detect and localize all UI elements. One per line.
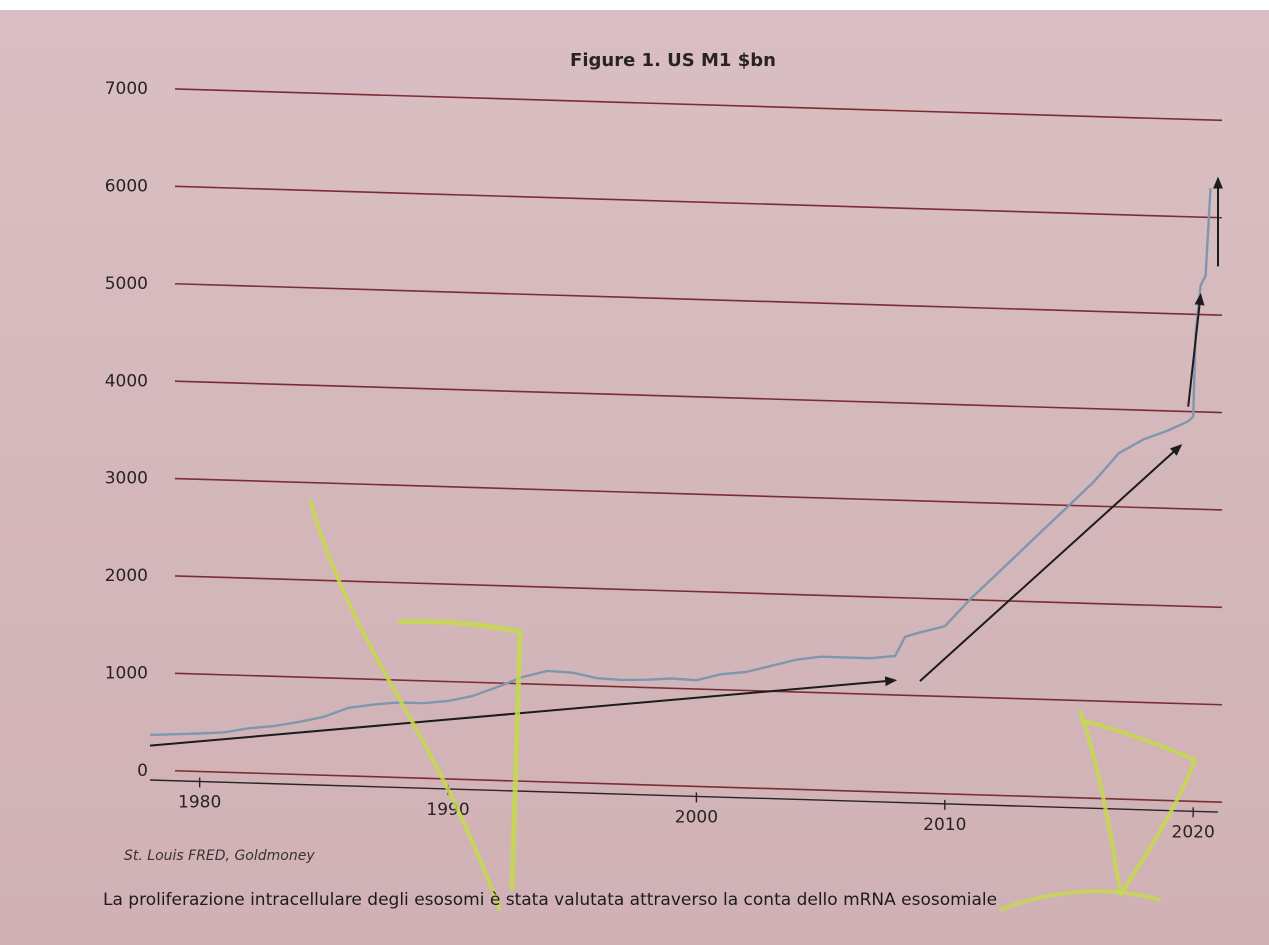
y-tick-label: 6000 (105, 177, 148, 197)
y-tick-label: 3000 (105, 469, 148, 489)
grid-line (174, 282, 1223, 316)
grid-line (174, 477, 1223, 511)
y-tick-label: 2000 (105, 566, 148, 586)
grid-line (174, 575, 1223, 609)
chart-source: St. Louis FRED, Goldmoney (124, 848, 315, 864)
x-axis-ticks: 1980 1990 2000 2010 2020 (178, 777, 1215, 842)
grid-line (174, 88, 1223, 122)
x-axis-line (149, 779, 1219, 813)
series-line (149, 188, 1212, 737)
y-axis-ticks: 0 1000 2000 3000 4000 5000 6000 7000 (105, 79, 148, 781)
y-tick-label: 7000 (105, 79, 148, 99)
page-caption: La proliferazione intracellulare degli e… (103, 890, 998, 910)
series (149, 188, 1212, 737)
y-tick-label: 1000 (105, 664, 148, 684)
trend-arrow (1187, 293, 1205, 407)
x-tick-label: 2000 (675, 807, 718, 827)
y-tick-label: 4000 (105, 371, 148, 391)
grid-lines (174, 88, 1223, 803)
grid-line (174, 380, 1223, 414)
x-tick-label: 2010 (923, 815, 966, 835)
x-tick-label: 1980 (178, 792, 221, 812)
highlighter-marks (308, 499, 1198, 912)
chart-title: Figure 1. US M1 $bn (570, 50, 776, 71)
trend-arrow (149, 676, 898, 747)
y-tick-label: 5000 (105, 274, 148, 294)
highlighter-stroke (397, 619, 523, 891)
book-page: 0 1000 2000 3000 4000 5000 6000 7000 1980 1990 20… (0, 10, 1269, 945)
highlighter-stroke (308, 499, 502, 911)
annotation-arrows (149, 176, 1223, 747)
y-tick-label: 0 (137, 761, 148, 781)
x-tick-label: 2020 (1172, 822, 1215, 842)
highlighter-stroke (999, 889, 1161, 912)
axes (149, 779, 1219, 813)
grid-line (174, 769, 1223, 803)
grid-line (174, 672, 1223, 706)
trend-arrow (919, 444, 1183, 682)
grid-line (174, 185, 1223, 219)
highlighter-stroke (1078, 709, 1122, 891)
highlighter-stroke (1079, 718, 1198, 897)
